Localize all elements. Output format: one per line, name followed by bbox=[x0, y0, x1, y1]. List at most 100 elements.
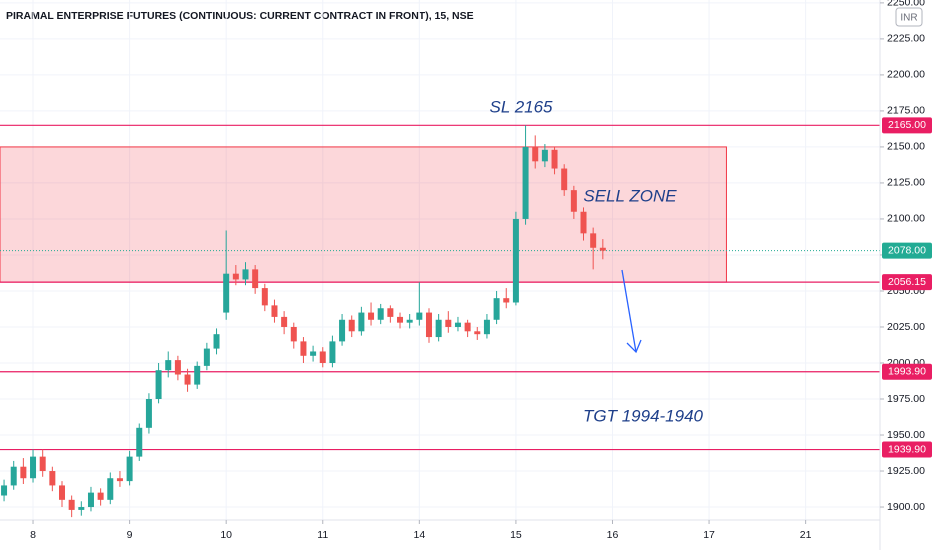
arrow-head bbox=[626, 339, 642, 354]
candle-body bbox=[368, 312, 375, 320]
candle-body bbox=[493, 298, 500, 320]
candle-body bbox=[87, 492, 94, 508]
currency-box bbox=[895, 7, 923, 27]
candle-body bbox=[339, 319, 346, 342]
chart-title: PIRAMAL ENTERPRISE FUTURES (CONTINUOUS: … bbox=[6, 10, 474, 22]
candle-body bbox=[561, 168, 568, 191]
candle-body bbox=[445, 319, 452, 327]
candle-body bbox=[68, 499, 75, 510]
y-tick-label: 2225.00 bbox=[887, 33, 925, 45]
candle-body bbox=[512, 218, 519, 303]
candle-body bbox=[599, 247, 606, 251]
price-tag bbox=[882, 441, 932, 458]
candle-body bbox=[174, 360, 181, 375]
time-axis bbox=[0, 520, 880, 550]
candle-body bbox=[310, 351, 317, 356]
candle-body bbox=[416, 312, 423, 320]
annotation: TGT 1994-1940 bbox=[583, 406, 704, 425]
candle-body bbox=[580, 211, 587, 234]
candle-body bbox=[329, 341, 336, 363]
x-tick-label: 15 bbox=[510, 529, 522, 541]
x-tick-label: 11 bbox=[317, 529, 328, 541]
candle-body bbox=[20, 466, 27, 479]
candle-body bbox=[252, 269, 259, 289]
y-tick-label: 1900.00 bbox=[887, 501, 925, 513]
candle-body bbox=[541, 149, 548, 162]
candle-body bbox=[78, 507, 85, 510]
candle-body bbox=[145, 399, 152, 428]
candle-body bbox=[10, 466, 17, 486]
price-tag bbox=[882, 274, 932, 291]
candle-body bbox=[406, 319, 413, 323]
candle-body bbox=[397, 316, 404, 323]
candle-body bbox=[242, 269, 249, 280]
candle-body bbox=[107, 478, 114, 500]
candle-body bbox=[387, 308, 394, 317]
y-tick-label: 1975.00 bbox=[887, 393, 925, 405]
candle-body bbox=[59, 485, 66, 500]
candle-body bbox=[464, 322, 471, 332]
candle-body bbox=[261, 288, 268, 306]
candle-body bbox=[454, 322, 461, 327]
candle-body bbox=[232, 273, 239, 280]
arrow bbox=[621, 269, 637, 353]
candle-body bbox=[474, 331, 481, 335]
currency: INR bbox=[900, 13, 917, 24]
price-tag bbox=[882, 117, 932, 134]
candle-body bbox=[271, 305, 278, 317]
candle-body bbox=[300, 341, 307, 356]
candle-body bbox=[155, 370, 162, 400]
candle-body bbox=[165, 360, 172, 371]
x-tick-label: 21 bbox=[800, 529, 812, 541]
candle-body bbox=[203, 348, 210, 366]
price-tag-label: 2056.15 bbox=[888, 276, 926, 288]
sell-zone bbox=[0, 146, 727, 283]
candle-body bbox=[290, 326, 297, 342]
candle-body bbox=[425, 312, 432, 338]
y-tick-label: 2175.00 bbox=[887, 105, 925, 117]
x-tick-label: 17 bbox=[703, 529, 715, 541]
candle-body bbox=[281, 316, 288, 327]
x-tick-label: 14 bbox=[413, 529, 425, 541]
candle-body bbox=[97, 492, 104, 500]
candle-body bbox=[136, 427, 143, 457]
price-tag-label: 1939.90 bbox=[888, 443, 926, 455]
y-tick-label: 2100.00 bbox=[887, 213, 925, 225]
candle-body bbox=[30, 456, 37, 479]
candle-body bbox=[116, 478, 123, 482]
price-tag-label: 1993.90 bbox=[888, 366, 926, 378]
candle-body bbox=[483, 319, 490, 335]
annotation: SELL ZONE bbox=[583, 186, 677, 205]
y-tick-label: 2150.00 bbox=[887, 141, 925, 153]
y-tick-label: 2250.00 bbox=[887, 0, 925, 9]
y-tick-label: 2200.00 bbox=[887, 69, 925, 81]
candle-body bbox=[435, 319, 442, 338]
candle-body bbox=[213, 334, 220, 349]
x-tick-label: 16 bbox=[607, 529, 619, 541]
annotation: SL 2165 bbox=[489, 97, 553, 116]
price-tag-label: 2165.00 bbox=[888, 119, 926, 131]
candle-body bbox=[503, 298, 510, 303]
y-tick-label: 2125.00 bbox=[887, 177, 925, 189]
price-tag bbox=[882, 242, 932, 259]
candle-body bbox=[377, 308, 384, 320]
candle-body bbox=[184, 374, 191, 385]
y-tick-label: 1950.00 bbox=[887, 429, 925, 441]
candle-body bbox=[348, 319, 355, 332]
price-tag bbox=[882, 363, 932, 380]
candle-body bbox=[1, 485, 8, 496]
x-tick-label: 10 bbox=[220, 529, 232, 541]
candle-body bbox=[551, 149, 558, 169]
candle-body bbox=[570, 190, 577, 212]
candle-body bbox=[532, 146, 539, 162]
candle-body bbox=[49, 471, 56, 486]
candle-body bbox=[194, 365, 201, 385]
candle-body bbox=[319, 351, 326, 363]
x-tick-label: 9 bbox=[127, 529, 133, 541]
candle-body bbox=[39, 456, 46, 472]
price-tag-label: 2078.00 bbox=[888, 244, 926, 256]
y-tick-label: 1925.00 bbox=[887, 465, 925, 477]
candle-body bbox=[358, 312, 365, 332]
